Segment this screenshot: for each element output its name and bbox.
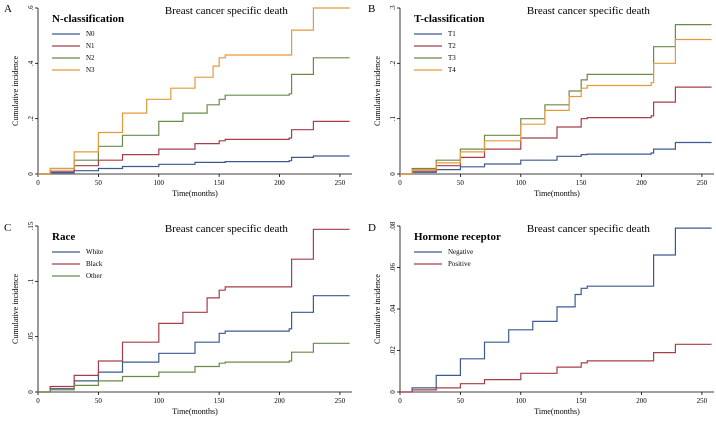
x-axis-label: Time(months) xyxy=(534,407,580,416)
legend-label: Negative xyxy=(448,248,473,256)
y-tick-label: 0 xyxy=(27,390,35,394)
y-axis-label: Cumulative incidence xyxy=(11,274,20,344)
x-tick-label: 250 xyxy=(697,179,708,187)
x-axis-label: Time(months) xyxy=(172,189,218,198)
x-tick-label: 100 xyxy=(516,179,527,187)
y-tick-label: .02 xyxy=(389,346,397,355)
y-tick-label: 0 xyxy=(389,172,397,176)
chart-title: Breast cancer specific death xyxy=(527,223,651,235)
series-line-positive xyxy=(400,343,712,393)
x-tick-label: 200 xyxy=(636,179,647,187)
y-axis-label: Cumulative incidence xyxy=(373,56,382,126)
y-tick-label: .04 xyxy=(389,304,397,313)
legend-label: N0 xyxy=(86,30,95,38)
legend-label: T1 xyxy=(448,30,456,38)
chart-title: Breast cancer specific death xyxy=(165,223,289,235)
legend-title: T-classification xyxy=(414,13,485,25)
y-tick-label: .2 xyxy=(27,116,35,122)
series-line-n2 xyxy=(38,57,350,175)
x-tick-label: 0 xyxy=(36,179,40,187)
x-tick-label: 250 xyxy=(335,179,346,187)
series-line-t4 xyxy=(400,38,712,175)
x-tick-label: 150 xyxy=(214,397,225,405)
y-tick-label: .06 xyxy=(389,263,397,272)
panel-letter: B xyxy=(368,3,375,15)
panel-b: B 0 50 100 150 200 250 0 .1 .2 .3 Time(months) Cumul… xyxy=(368,3,714,198)
x-tick-label: 100 xyxy=(516,397,527,405)
x-tick-label: 0 xyxy=(398,397,402,405)
legend-title: Race xyxy=(52,231,75,243)
x-tick-label: 250 xyxy=(335,397,346,405)
series-line-n0 xyxy=(38,155,350,175)
legend-label: Black xyxy=(86,260,103,268)
x-axis-label: Time(months) xyxy=(172,407,218,416)
x-tick-label: 50 xyxy=(457,179,465,187)
legend-label: T2 xyxy=(448,42,456,50)
legend-label: T4 xyxy=(448,66,456,74)
x-tick-label: 50 xyxy=(457,397,465,405)
series-line-n3 xyxy=(38,7,350,175)
x-tick-label: 50 xyxy=(95,179,103,187)
x-tick-label: 250 xyxy=(697,397,708,405)
x-tick-label: 100 xyxy=(154,397,165,405)
series-line-t2 xyxy=(400,86,712,175)
x-tick-label: 150 xyxy=(214,179,225,187)
panel-a: A 0 50 100 150 200 250 0 .2 .4 .6 Time(months) Cumul… xyxy=(4,3,352,198)
series-line-black xyxy=(38,228,350,393)
legend-label: N1 xyxy=(86,42,95,50)
legend-label: T3 xyxy=(448,54,456,62)
panel-c: C 0 50 100 150 200 250 0 .05 .1 .15 Time(months) Cum… xyxy=(4,221,352,416)
x-tick-label: 0 xyxy=(398,179,402,187)
chart-title: Breast cancer specific death xyxy=(527,5,651,17)
y-tick-label: .6 xyxy=(27,5,35,11)
series-line-other xyxy=(38,342,350,393)
x-tick-label: 200 xyxy=(274,397,285,405)
series-line-t3 xyxy=(400,24,712,175)
legend-label: N3 xyxy=(86,66,95,74)
x-tick-label: 200 xyxy=(636,397,647,405)
series-line-white xyxy=(38,295,350,393)
y-tick-label: .2 xyxy=(389,60,397,66)
y-tick-label: .1 xyxy=(389,116,397,122)
y-tick-label: .4 xyxy=(27,60,35,66)
y-tick-label: 0 xyxy=(27,172,35,176)
y-axis-label: Cumulative incidence xyxy=(11,56,20,126)
x-axis-label: Time(months) xyxy=(534,189,580,198)
series-line-negative xyxy=(400,227,712,393)
x-tick-label: 0 xyxy=(36,397,40,405)
legend-title: Hormone receptor xyxy=(414,231,501,243)
x-tick-label: 150 xyxy=(576,397,587,405)
legend-label: N2 xyxy=(86,54,95,62)
y-tick-label: .1 xyxy=(27,278,35,284)
y-tick-label: .3 xyxy=(389,5,397,11)
legend-label: Positive xyxy=(448,260,471,268)
series-line-n1 xyxy=(38,120,350,175)
chart-title: Breast cancer specific death xyxy=(165,5,289,17)
x-tick-label: 200 xyxy=(274,179,285,187)
y-tick-label: .08 xyxy=(389,221,397,230)
legend-label: Other xyxy=(86,272,103,280)
legend-label: White xyxy=(86,248,103,256)
legend-title: N-classification xyxy=(52,13,124,25)
panel-d: D 0 50 100 150 200 250 0 .02 .04 .06 .08 Time(months… xyxy=(368,221,714,416)
x-tick-label: 100 xyxy=(154,179,165,187)
panel-letter: D xyxy=(368,222,376,234)
series-line-t1 xyxy=(400,141,712,175)
panel-letter: A xyxy=(4,3,12,15)
y-axis-label: Cumulative incidence xyxy=(373,274,382,344)
x-tick-label: 50 xyxy=(95,397,103,405)
panel-letter: C xyxy=(4,222,11,234)
y-tick-label: 0 xyxy=(389,390,397,394)
y-tick-label: .05 xyxy=(27,332,35,341)
y-tick-label: .15 xyxy=(27,221,35,230)
x-tick-label: 150 xyxy=(576,179,587,187)
